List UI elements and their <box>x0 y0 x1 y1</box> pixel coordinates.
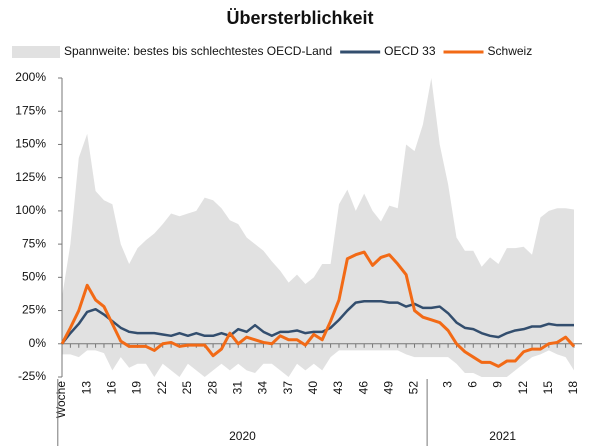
x-tick-label: 3 <box>440 381 454 388</box>
x-tick-label: 34 <box>256 381 270 395</box>
y-tick-label: -25% <box>18 369 46 383</box>
legend-label: Spannweite: bestes bis schlechtestes OEC… <box>64 44 332 58</box>
y-tick-label: 50% <box>22 270 46 284</box>
y-tick-label: 75% <box>22 236 46 250</box>
x-tick-label: 25 <box>180 381 194 395</box>
x-tick-label: 9 <box>491 381 505 388</box>
x-tick-label: 22 <box>155 381 169 395</box>
x-tick-label: 49 <box>382 381 396 395</box>
legend-label: Schweiz <box>488 44 533 58</box>
x-tick-label: 40 <box>306 381 320 395</box>
y-tick-label: 150% <box>15 137 46 151</box>
y-tick-label: 0% <box>29 336 47 350</box>
x-tick-label: 19 <box>130 381 144 395</box>
series-line <box>60 250 576 368</box>
y-tick-label: 25% <box>22 303 46 317</box>
x-tick-label: 52 <box>407 381 421 395</box>
y-tick-label: 125% <box>15 170 46 184</box>
legend-label: OECD 33 <box>384 44 436 58</box>
x-tick-label: 46 <box>356 381 370 395</box>
y-tick-label: 100% <box>15 203 46 217</box>
x-tick-label: 12 <box>516 381 530 395</box>
x-tick-label: 16 <box>105 381 119 395</box>
group-label: 2021 <box>489 429 516 443</box>
x-tick-label: 37 <box>281 381 295 395</box>
x-tick-label: 15 <box>541 381 555 395</box>
x-tick-label: 18 <box>566 381 580 395</box>
x-tick-label: 31 <box>230 381 244 395</box>
chart-title: Übersterblichkeit <box>226 8 373 28</box>
x-tick-label: 43 <box>331 381 345 395</box>
series-line <box>61 300 574 345</box>
x-tick-label: Woche <box>54 381 68 418</box>
range-band <box>62 78 574 377</box>
y-tick-label: 175% <box>15 103 46 117</box>
x-tick-label: 13 <box>79 381 93 395</box>
legend-swatch <box>12 46 60 58</box>
y-tick-label: 200% <box>15 70 46 84</box>
x-tick-label: 6 <box>465 381 479 388</box>
x-tick-label: 28 <box>205 381 219 395</box>
group-label: 2020 <box>229 429 256 443</box>
